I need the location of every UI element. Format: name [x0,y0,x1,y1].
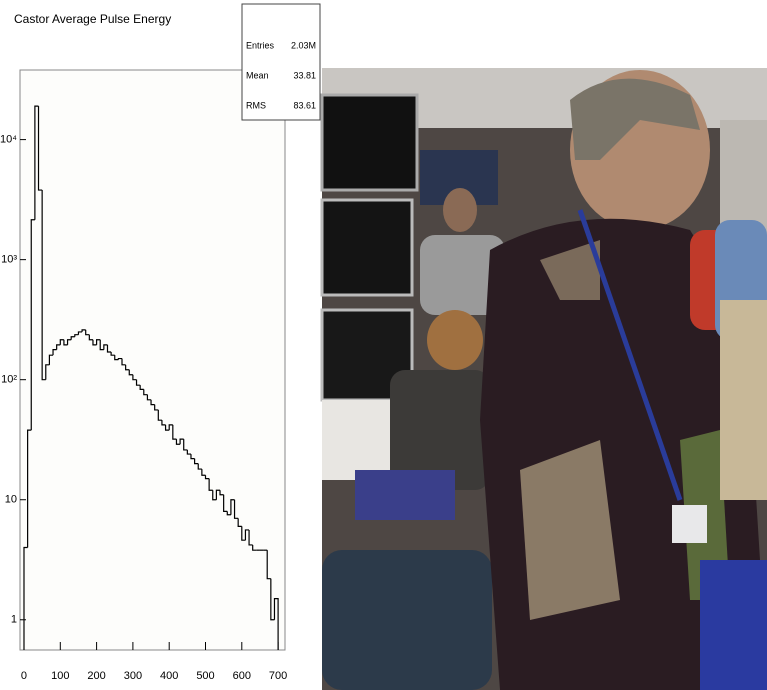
histogram-bin [110,352,115,356]
histogram-bin [161,420,166,426]
histogram-bin [114,355,119,361]
stats-label: Entries [246,40,275,50]
histogram-bin [125,364,130,371]
histogram-bin [117,357,123,360]
histogram-bin [59,339,64,345]
histogram-bin [103,344,108,350]
histogram-bin [27,429,32,548]
stats-box [241,3,321,121]
histogram-bin [164,424,170,431]
histogram-bin [266,550,271,580]
histogram-bin [139,385,144,390]
histogram-bin [237,518,242,527]
histogram-bin [63,339,68,346]
x-tick-label: 300 [124,670,142,682]
histogram-bin [241,526,246,541]
histogram-bin [132,374,137,381]
histogram-bin [212,490,217,501]
stats-value: 33.81 [293,70,316,80]
histogram-bin [248,529,253,546]
histogram-bin [23,546,28,650]
histogram-bin [233,499,239,519]
histogram-bin [45,364,50,380]
histogram-bin [204,475,210,480]
y-tick-label: 1 [11,614,17,626]
histogram-bin [85,329,90,336]
histogram-bin [186,449,191,455]
histogram-bin [194,458,199,465]
histogram-bin [74,334,79,337]
histogram-bin [208,478,213,491]
histogram-bin [37,106,43,191]
x-tick-label: 500 [196,670,214,682]
y-tick-label: 10 [5,494,17,506]
histogram-bin [41,190,46,381]
histogram-bin [190,454,195,460]
histogram-bin [92,339,97,346]
histogram-bin [48,354,54,365]
y-tick-label: 10³ [1,254,17,266]
histogram-bin [95,339,101,345]
x-tick-label: 600 [233,670,251,682]
histogram-bin [179,438,184,445]
histogram-bin [146,394,152,401]
histogram-bin [201,469,206,476]
histogram-bin [30,219,35,431]
chart-title: Castor Average Pulse Energy [14,12,171,26]
histogram-bin [154,404,159,411]
histogram-bin [175,439,181,445]
histogram-bin [52,349,57,356]
histogram-bin [183,439,188,451]
histogram-bin [81,329,86,332]
x-tick-label: 700 [269,670,287,682]
histogram-bin [230,499,235,515]
histogram-bin [252,544,257,551]
histogram-bin [270,578,275,621]
histogram-bin [244,529,250,541]
histogram-bin [168,424,173,431]
histogram-bin [219,490,224,496]
histogram-bin [99,339,104,351]
histogram-bin [223,494,228,512]
x-tick-label: 400 [160,670,178,682]
x-tick-label: 100 [51,670,69,682]
x-tick-label: 200 [87,670,105,682]
y-tick-label: 10⁴ [0,134,17,146]
histogram-bin [273,598,279,650]
photo [320,68,767,690]
histogram-bin [128,369,133,376]
histogram-bin [172,424,177,440]
histogram-bin [226,511,231,516]
histogram-bin [215,489,221,500]
histogram-bin [143,389,148,396]
histogram-bin [56,344,61,350]
histogram-bin [157,409,162,421]
x-tick-label: 0 [21,670,27,682]
histogram-bin [106,344,112,353]
histogram-bin [121,358,126,366]
histogram-bin [88,334,93,341]
histogram-bin [34,105,39,220]
stats-label: Mean [246,70,269,80]
histogram-bin [150,399,155,406]
histogram-bin [77,331,83,335]
histogram-bin [66,339,72,345]
stats-label: RMS [246,100,266,110]
y-tick-label: 10² [1,374,17,386]
plot-frame [19,69,286,651]
histogram-bin [197,463,202,470]
stats-value: 2.03M [291,40,316,50]
stats-value: 83.61 [293,100,316,110]
histogram-bin [70,336,75,340]
histogram-bin [135,379,141,386]
